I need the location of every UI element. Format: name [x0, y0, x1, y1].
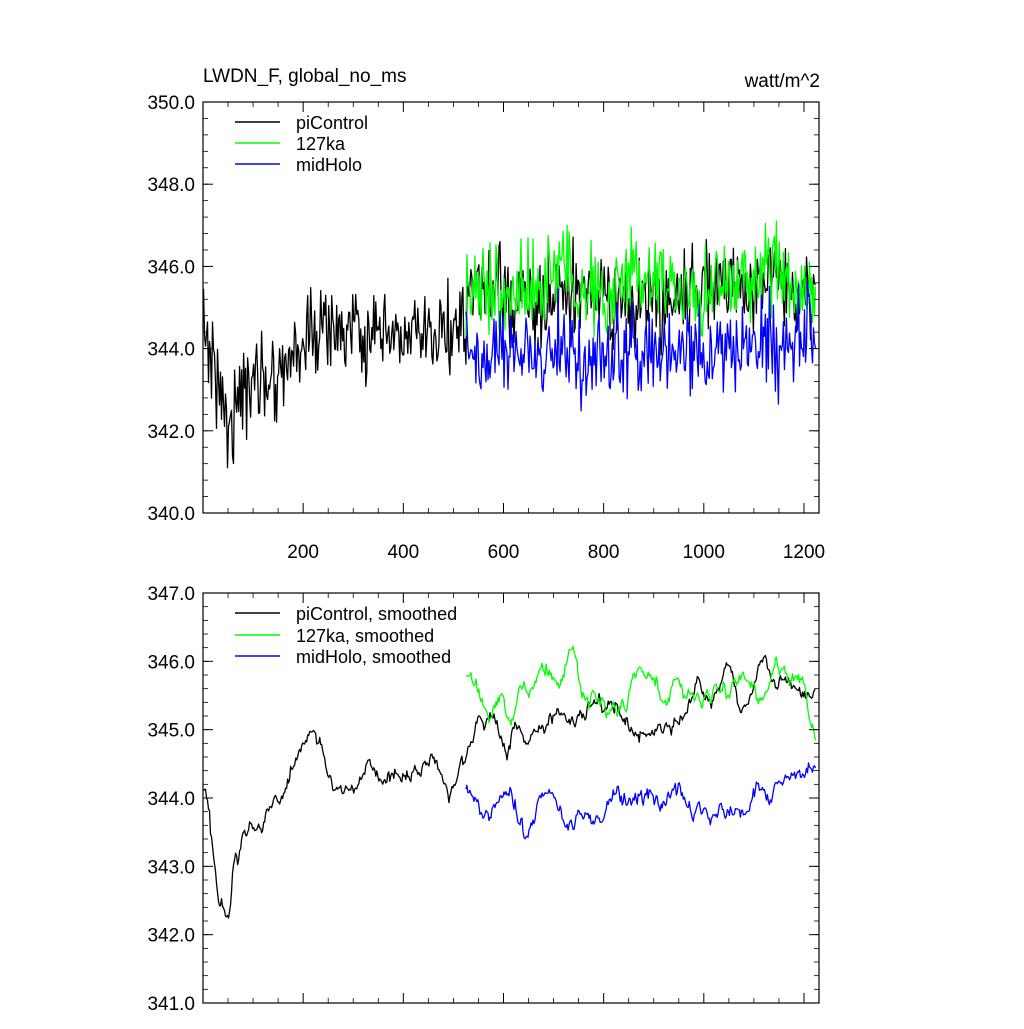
- y-tick-label: 347.0: [147, 584, 195, 605]
- legend-label-midholo-smoothed: midHolo, smoothed: [296, 647, 451, 667]
- legend-label-127ka: 127ka: [296, 134, 346, 154]
- legend-label-midholo: midHolo: [296, 155, 362, 175]
- x-tick-label: 200: [287, 542, 319, 563]
- panel-top-legend: piControl 127ka midHolo: [235, 113, 368, 175]
- legend-label-picontrol-smoothed: piControl, smoothed: [296, 604, 457, 624]
- x-tick-label: 600: [488, 542, 520, 563]
- legend-label-picontrol: piControl: [296, 113, 368, 133]
- panel-top: 340.0 342.0 344.0 346.0 348.0 350.0 200 400 600 8…: [147, 93, 825, 563]
- y-tick-label: 346.0: [147, 257, 195, 278]
- panel1-title: LWDN_F, global_no_ms: [203, 66, 406, 87]
- y-tick-label: 341.0: [147, 994, 195, 1015]
- y-tick-label: 345.0: [147, 721, 195, 742]
- y-tick-label: 344.0: [147, 340, 195, 361]
- y-tick-label: 350.0: [147, 93, 195, 114]
- y-tick-label: 343.0: [147, 857, 195, 878]
- series-line-picontrol-smoothed: [203, 654, 816, 919]
- y-tick-label: 346.0: [147, 652, 195, 673]
- x-tick-label: 400: [387, 542, 419, 563]
- panel-bottom: 341.0 342.0 343.0 344.0 345.0 346.0 347.0 piCo…: [147, 584, 820, 1015]
- panel-bottom-legend: piControl, smoothed 127ka, smoothed midH…: [235, 604, 457, 667]
- series-line-127ka-smoothed: [465, 645, 817, 741]
- x-tick-label: 800: [588, 542, 620, 563]
- panel-top-frame: [202, 101, 820, 514]
- series-line-127ka: [465, 220, 817, 338]
- y-tick-label: 342.0: [147, 926, 195, 947]
- y-tick-label: 348.0: [147, 175, 195, 196]
- x-tick-label: 1200: [783, 542, 825, 563]
- y-tick-label: 340.0: [147, 504, 195, 525]
- x-tick-label: 1000: [683, 542, 725, 563]
- series-line-midholo-smoothed: [465, 762, 817, 840]
- y-tick-label: 344.0: [147, 789, 195, 810]
- y-tick-label: 342.0: [147, 422, 195, 443]
- panel1-units: watt/m^2: [744, 71, 820, 92]
- legend-label-127ka-smoothed: 127ka, smoothed: [296, 626, 434, 646]
- series-line-midholo: [465, 280, 817, 412]
